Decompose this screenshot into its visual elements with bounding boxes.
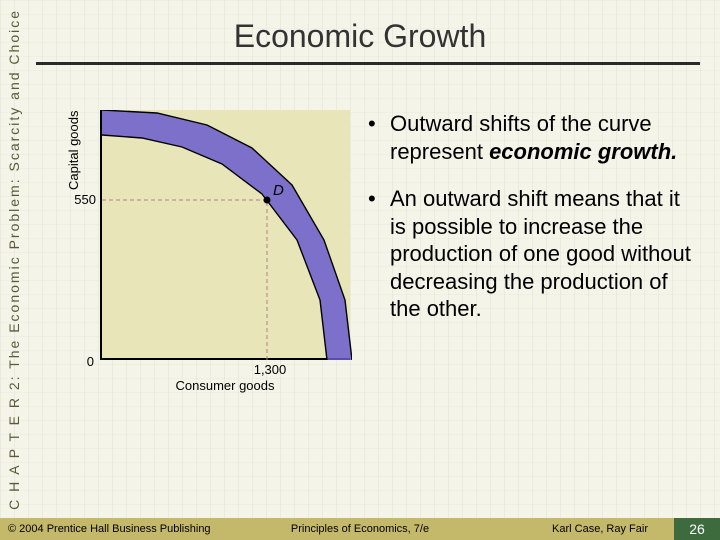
bullet-1: • Outward shifts of the curve represent …: [368, 110, 692, 165]
chapter-sidebar: C H A P T E R 2: The Economic Problem: S…: [6, 9, 22, 510]
slide: C H A P T E R 2: The Economic Problem: S…: [0, 0, 720, 540]
chart-svg: [102, 110, 352, 360]
footer-page-number: 26: [674, 518, 720, 540]
footer-authors: Karl Case, Ray Fair: [552, 523, 648, 535]
bullet-1-em: economic growth.: [489, 139, 677, 164]
point-d-label: D: [273, 182, 284, 199]
x-axis-label: Consumer goods: [100, 378, 350, 393]
content-area: Capital goods 0 550 D 1,300 Consumer goo…: [36, 110, 700, 410]
bullet-dot-icon: •: [368, 185, 390, 323]
bullet-1-text: Outward shifts of the curve represent ec…: [390, 110, 692, 165]
y-tick-label: 550: [56, 192, 96, 207]
x-tick-label: 1,300: [245, 362, 295, 377]
bullet-dot-icon: •: [368, 110, 390, 165]
ppf-chart: Capital goods 0 550 D 1,300 Consumer goo…: [36, 110, 356, 410]
chart-plot-area: D: [100, 110, 350, 360]
page-title: Economic Growth: [0, 18, 720, 55]
bullet-2: • An outward shift means that it is poss…: [368, 185, 692, 323]
footer-copyright: © 2004 Prentice Hall Business Publishing: [8, 523, 211, 535]
y-axis-label: Capital goods: [66, 111, 81, 191]
footer-bar: © 2004 Prentice Hall Business Publishing…: [0, 518, 720, 540]
title-underline: [36, 62, 700, 65]
bullet-2-text: An outward shift means that it is possib…: [390, 185, 692, 323]
bullet-list: • Outward shifts of the curve represent …: [368, 110, 700, 410]
axis-origin: 0: [87, 354, 94, 369]
